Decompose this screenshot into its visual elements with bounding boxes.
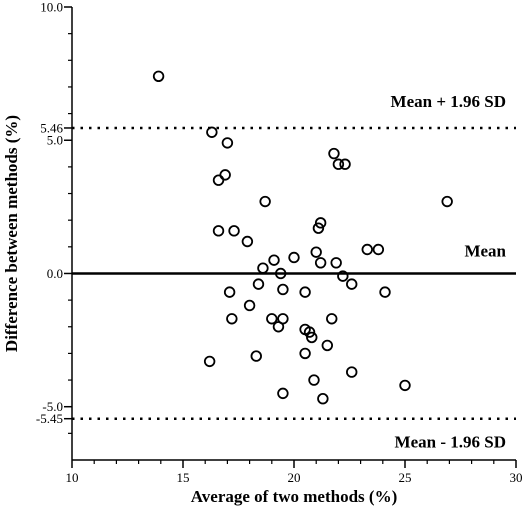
- x-tick-label: 25: [399, 470, 412, 485]
- data-point: [346, 366, 358, 378]
- x-tick-label: 20: [288, 470, 301, 485]
- data-point: [206, 126, 218, 138]
- data-point: [152, 70, 165, 82]
- data-point: [326, 313, 338, 325]
- data-point: [399, 379, 411, 392]
- data-point: [308, 374, 320, 386]
- data-point: [223, 286, 236, 298]
- y-tick-label: -5.0: [42, 399, 63, 414]
- data-point: [441, 195, 453, 208]
- data-point: [337, 270, 349, 282]
- data-point: [259, 195, 271, 208]
- data-point: [314, 257, 327, 269]
- data-point: [274, 267, 287, 280]
- data-point: [272, 321, 285, 333]
- data-point: [361, 243, 373, 256]
- data-point: [219, 169, 231, 181]
- data-point: [221, 137, 234, 149]
- mean-label: Mean: [464, 241, 506, 260]
- data-point: [277, 283, 289, 296]
- data-point: [212, 174, 225, 186]
- data-point: [257, 262, 269, 274]
- y-limit-tick-label: -5.45: [36, 411, 63, 426]
- data-point: [288, 251, 300, 264]
- data-point: [252, 278, 265, 290]
- x-axis-ticks: 10 15 20 25 30: [66, 460, 523, 485]
- axes: [71, 7, 516, 461]
- y-limit-tick-label: 5.46: [40, 120, 63, 135]
- lower-limit-label: Mean - 1.96 SD: [395, 433, 506, 452]
- x-axis-label: Average of two methods (%): [191, 487, 397, 506]
- data-point: [212, 225, 225, 237]
- upper-limit-label: Mean + 1.96 SD: [391, 92, 506, 111]
- y-axis-ticks: 10.0 5.0 0.0 -5.0 5.46 -5.45: [36, 0, 72, 434]
- data-point: [203, 355, 216, 368]
- reference-lines: [72, 126, 516, 420]
- x-tick-label: 15: [177, 470, 190, 485]
- data-point: [328, 147, 340, 160]
- data-point: [303, 326, 316, 338]
- y-tick-label: 5.0: [47, 133, 63, 148]
- y-tick-label: 0.0: [47, 266, 63, 281]
- data-point: [241, 235, 254, 248]
- data-point: [299, 347, 311, 360]
- data-point: [321, 339, 334, 352]
- data-points: [152, 70, 453, 405]
- data-point: [306, 331, 318, 344]
- data-point: [250, 350, 262, 362]
- data-point: [332, 158, 345, 170]
- data-point: [299, 286, 311, 298]
- x-tick-label: 10: [66, 470, 79, 485]
- data-point: [243, 299, 256, 312]
- data-point: [266, 313, 278, 325]
- data-point: [228, 225, 240, 237]
- y-axis-label: Difference between methods (%): [2, 115, 21, 352]
- data-point: [339, 158, 351, 170]
- data-point: [268, 254, 280, 266]
- data-point: [317, 393, 329, 405]
- data-point: [277, 387, 289, 400]
- data-point: [330, 257, 342, 269]
- data-point: [312, 222, 325, 234]
- data-point: [379, 286, 391, 298]
- data-point: [372, 243, 385, 256]
- data-point: [310, 246, 322, 258]
- y-tick-label: 10.0: [40, 0, 63, 15]
- x-tick-label: 30: [510, 470, 523, 485]
- data-point: [314, 217, 327, 229]
- data-point: [226, 313, 238, 325]
- data-point: [346, 278, 358, 290]
